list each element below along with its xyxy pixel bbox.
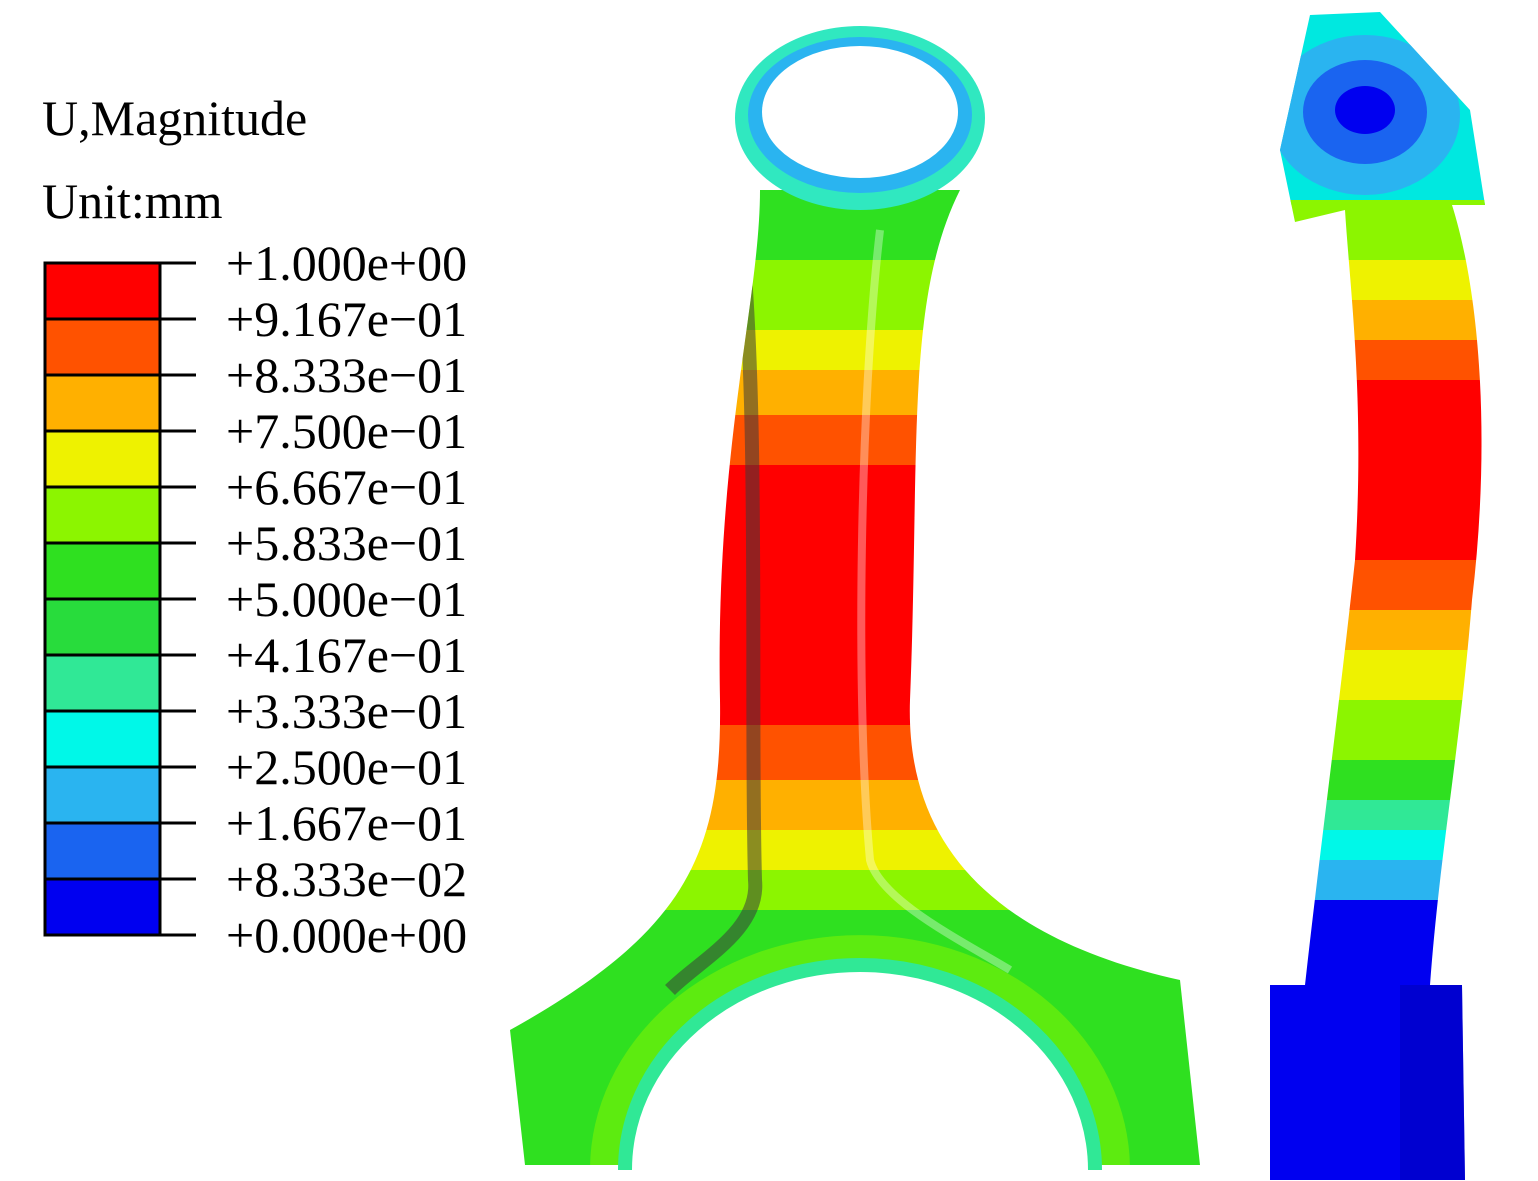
rod-front-view: [510, 190, 1200, 1165]
legend-label: +2.500e−01: [226, 739, 467, 795]
rod-side-view: [1270, 12, 1485, 1180]
legend-title: U,Magnitude: [42, 90, 307, 146]
legend-label: +1.000e+00: [226, 235, 467, 291]
legend-band: [43, 429, 162, 489]
legend-band: [43, 485, 162, 545]
big-end-edge: [618, 958, 1102, 1171]
legend-label: +3.333e−01: [226, 683, 467, 739]
legend-label: +5.000e−01: [226, 571, 467, 627]
legend-band: [43, 765, 162, 825]
legend-band: [43, 877, 162, 937]
legend-band: [43, 541, 162, 601]
legend-band: [43, 261, 162, 321]
legend-label: +8.333e−01: [226, 347, 467, 403]
legend-label: +5.833e−01: [226, 515, 467, 571]
legend-band: [43, 821, 162, 881]
legend-label: +6.667e−01: [226, 459, 467, 515]
legend-label: +1.667e−01: [226, 795, 467, 851]
legend-label: +7.500e−01: [226, 403, 467, 459]
legend-band: [43, 597, 162, 657]
legend-band: [43, 317, 162, 377]
legend-unit: Unit:mm: [42, 173, 223, 229]
legend: +1.000e+00+9.167e−01+8.333e−01+7.500e−01…: [43, 235, 467, 963]
legend-label: +8.333e−02: [226, 851, 467, 907]
legend-band: [43, 653, 162, 713]
legend-band: [43, 373, 162, 433]
legend-band: [43, 709, 162, 769]
legend-label: +9.167e−01: [226, 291, 467, 347]
legend-label: +0.000e+00: [226, 907, 467, 963]
legend-label: +4.167e−01: [226, 627, 467, 683]
small-end-hole: [762, 46, 958, 178]
